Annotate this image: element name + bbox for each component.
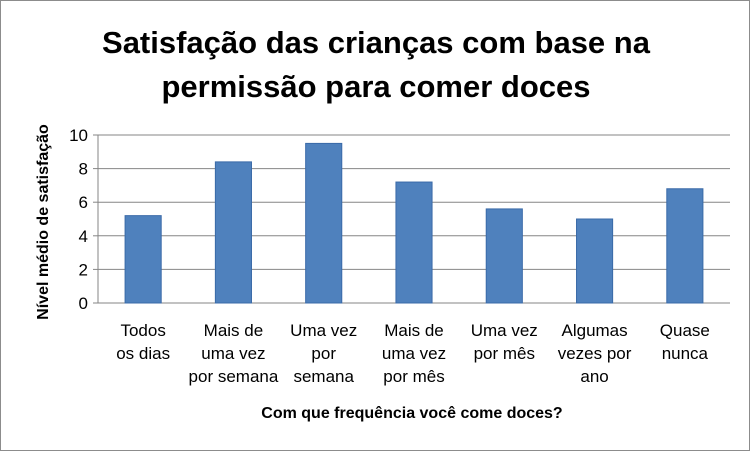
x-category-label: Uma vez por mês [471,321,538,363]
bar [485,208,523,304]
bar [305,142,343,304]
x-category-label: Todos os dias [116,321,170,363]
chart-title-line-2: permissão para comer doces [161,69,590,104]
y-tick-label: 6 [79,193,88,212]
bar [124,215,162,304]
chart-title-line-1: Satisfação das crianças com base na [102,25,651,60]
x-category-label: Algumas vezes por ano [558,321,632,386]
x-category-label: Uma vez por semana [290,321,357,386]
bar [576,218,614,304]
x-category-label: Mais de uma vez por semana [189,321,279,386]
y-tick-labels: 0 2 4 6 8 10 [69,126,88,313]
y-tick-label: 10 [69,126,88,145]
bar [214,161,252,304]
y-tick-label: 2 [79,260,88,279]
bar [395,181,433,304]
y-tick-label: 0 [79,294,88,313]
y-tick-label: 8 [79,160,88,179]
bars [124,142,704,304]
x-axis-title: Com que frequência você come doces? [261,405,562,422]
x-category-label: Mais de uma vez por mês [382,321,446,386]
x-category-label: Quase nunca [660,321,710,363]
gridlines [93,134,730,304]
bar [666,188,704,304]
y-axis-title: Nível médio de satisfação [35,124,52,320]
y-tick-label: 4 [79,227,88,246]
